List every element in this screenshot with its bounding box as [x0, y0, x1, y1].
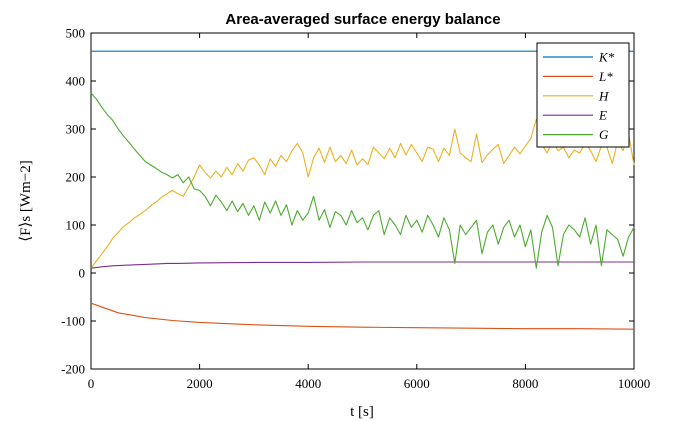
- legend: K* L* HEG: [536, 42, 630, 148]
- series-line-1: [90, 302, 635, 330]
- legend-label: L*: [598, 69, 613, 84]
- x-tick-label: 10000: [618, 376, 651, 391]
- chart-title: Area-averaged surface energy balance: [225, 11, 500, 28]
- y-tick-label: 200: [66, 170, 86, 185]
- y-tick-label: 300: [66, 122, 86, 137]
- x-tick-label: 6000: [404, 376, 430, 391]
- legend-label: H: [598, 88, 609, 103]
- series-line-3: [90, 261, 634, 269]
- axis-ticks: 0 2000 4000 6000 8000 10000 -200 -100 0 100 200 300…: [61, 26, 650, 392]
- series-line-4: [90, 92, 635, 269]
- legend-label: E: [598, 108, 607, 123]
- x-axis-label: t [s]: [350, 404, 374, 420]
- legend-box: [536, 42, 630, 148]
- x-tick-label: 4000: [295, 376, 321, 391]
- x-tick-label: 2000: [187, 376, 213, 391]
- y-tick-label: 0: [79, 266, 86, 281]
- y-tick-label: -100: [61, 314, 85, 329]
- x-tick-label: 0: [88, 376, 95, 391]
- y-axis-label: ⟨F⟩s [Wm−2]: [18, 160, 34, 241]
- y-tick-label: 500: [66, 26, 86, 41]
- y-tick-label: 100: [66, 218, 86, 233]
- legend-label: G: [599, 127, 609, 142]
- legend-label: K*: [598, 50, 615, 65]
- x-tick-label: 8000: [512, 376, 538, 391]
- y-tick-label: 400: [66, 74, 86, 89]
- y-tick-label: -200: [61, 362, 85, 377]
